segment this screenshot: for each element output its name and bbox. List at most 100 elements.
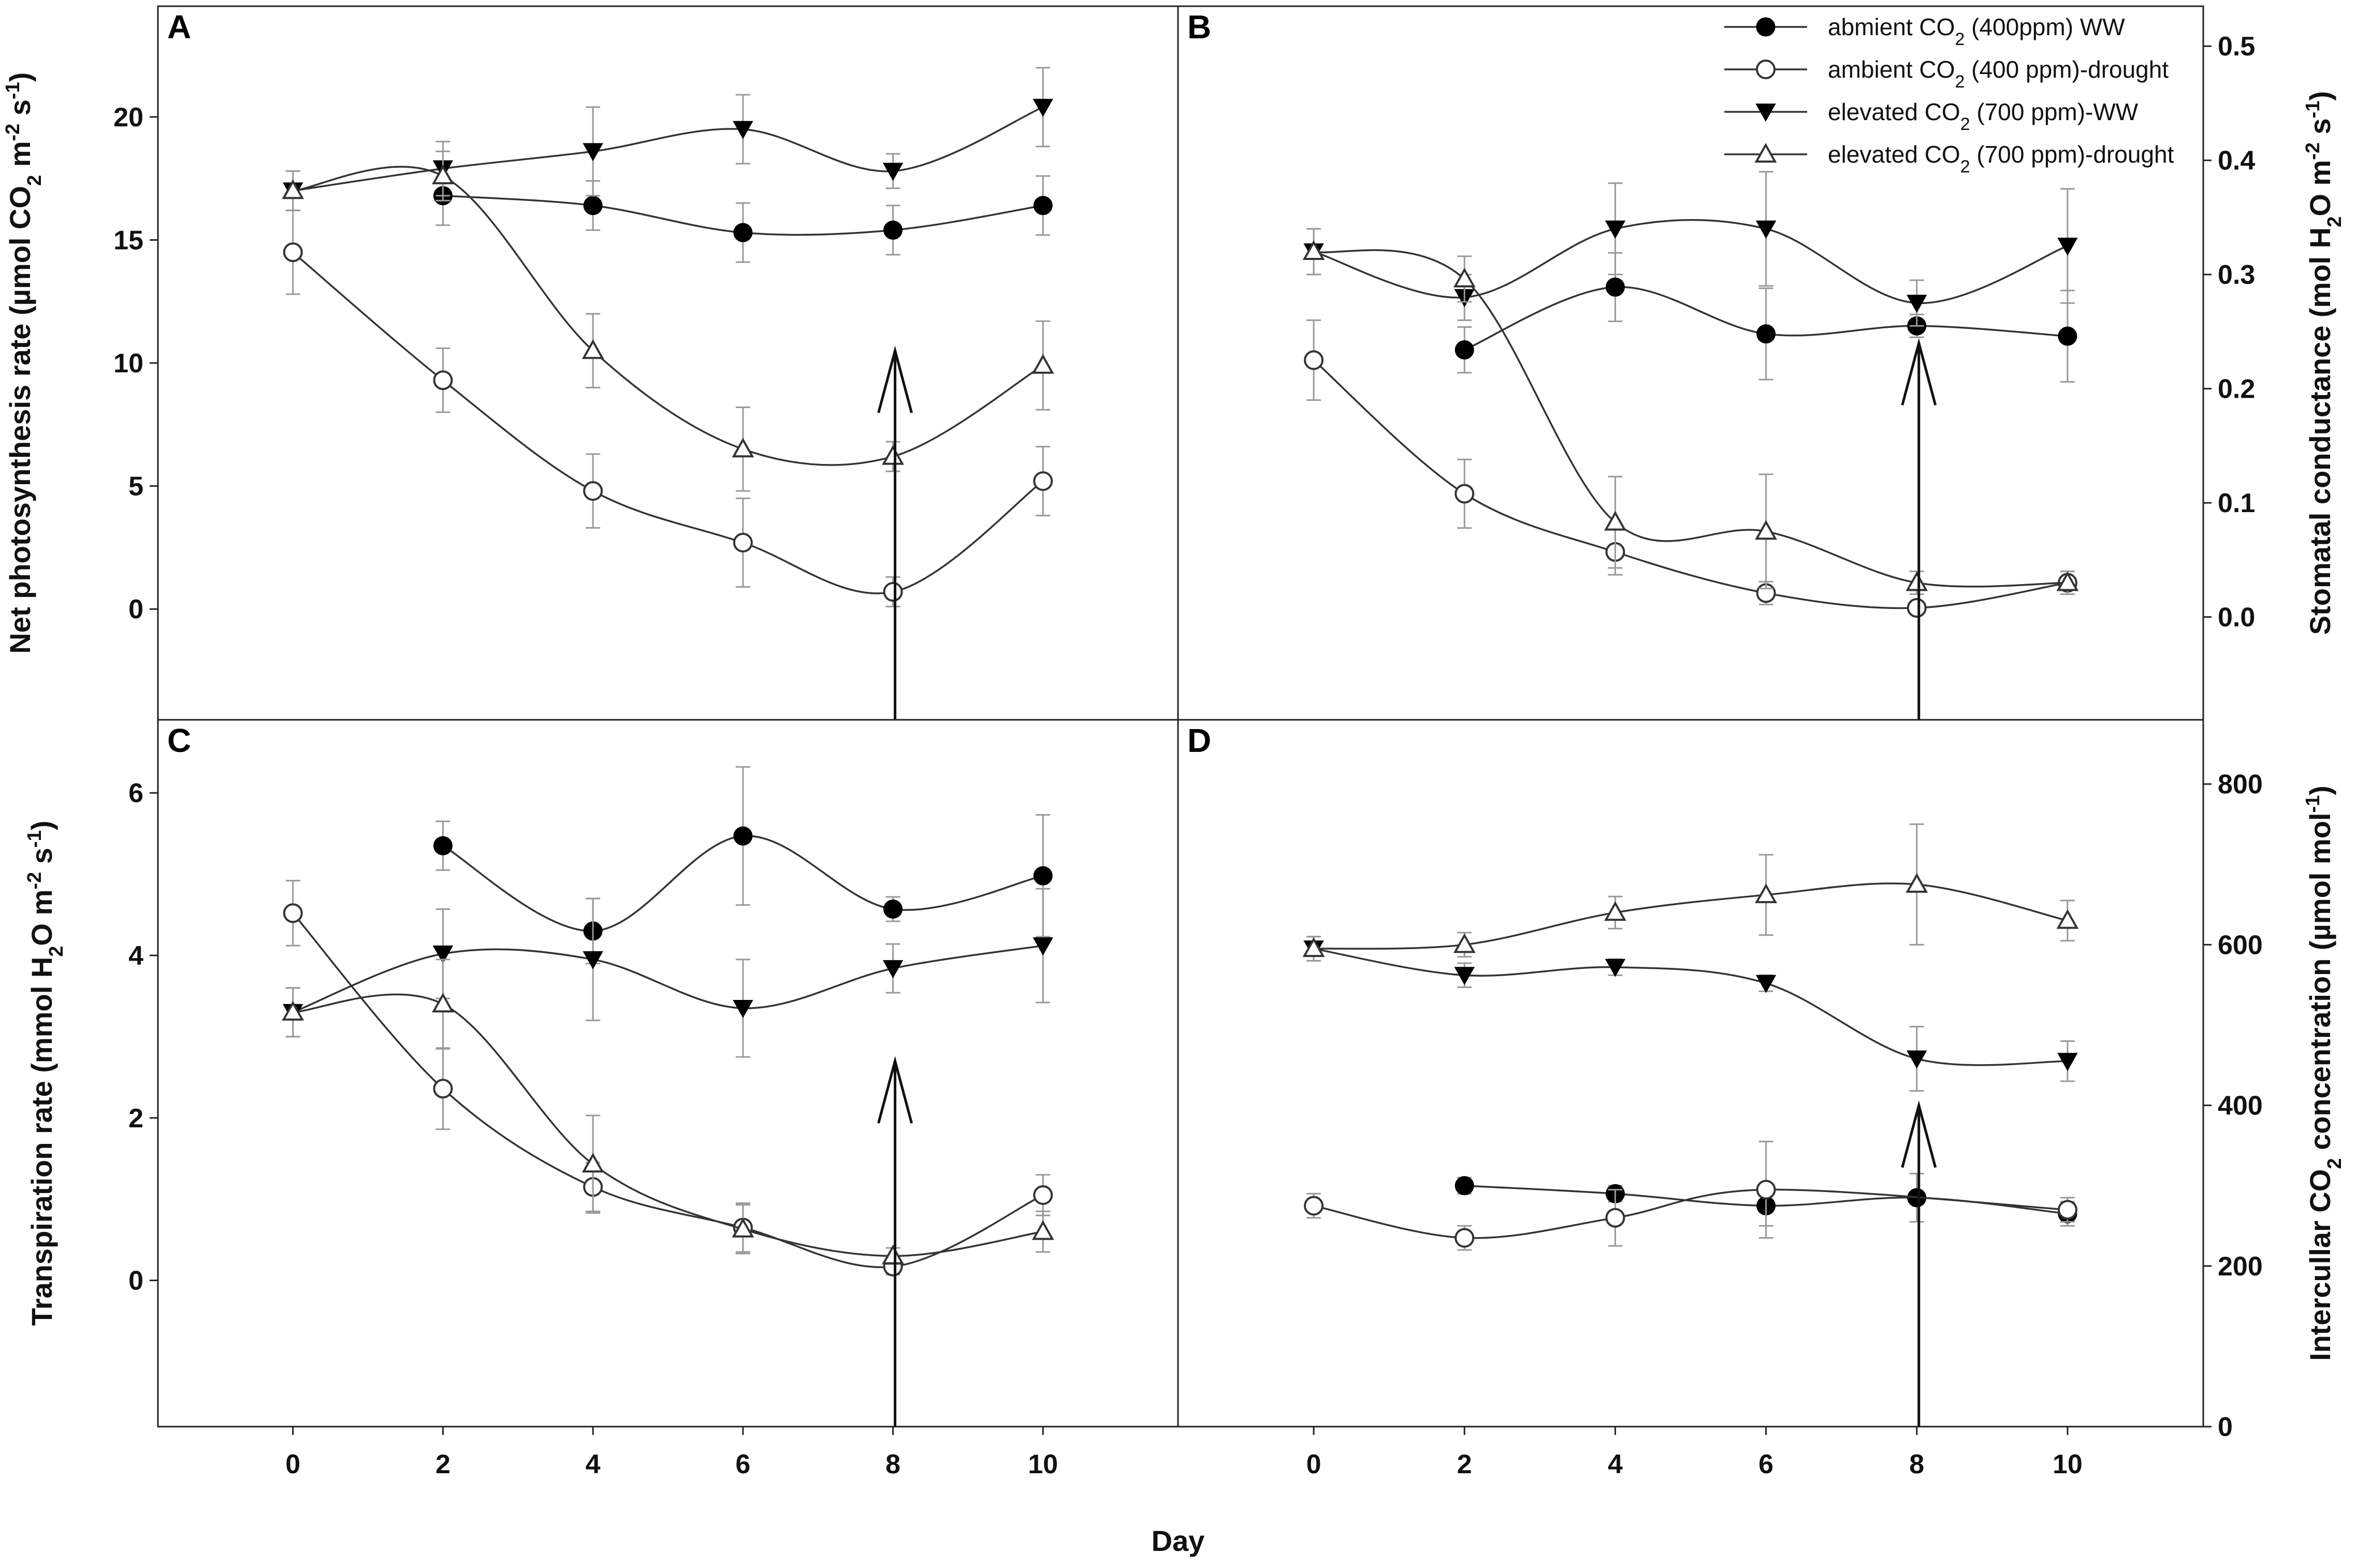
y-tick-label: 0.1: [2218, 488, 2255, 518]
data-point: [733, 826, 753, 846]
data-point: [1033, 1185, 1053, 1205]
legend-marker: [1756, 17, 1776, 37]
data-point: [733, 532, 753, 553]
y-tick-label: 6: [128, 778, 143, 808]
series-open-triangle-up: [1302, 228, 2079, 595]
data-point: [733, 121, 753, 139]
y-tick-label: 20: [113, 103, 143, 133]
panel-a: A 0 5 10 15 20 Net photosynthesis rate (µmol C…: [2, 5, 1179, 721]
x-tick-label: 2: [1457, 1449, 1472, 1479]
series-line: [1313, 948, 2068, 1066]
legend-entry: ambient CO2 (400 ppm)-drought: [1724, 56, 2169, 92]
data-point: [1033, 471, 1053, 491]
series-line: [292, 912, 1044, 1268]
panel-label: B: [1187, 8, 1211, 46]
data-point: [433, 370, 453, 390]
series-open-triangle-up: [282, 150, 1054, 492]
series-filled-triangle-down: [283, 67, 1053, 211]
y-tick-label: 10: [113, 349, 143, 379]
data-point: [1906, 571, 1928, 591]
y-axis-title: Net photosynthesis rate (µmol CO2 m-2 s-…: [2, 72, 46, 654]
data-point: [583, 481, 603, 501]
y-tick-label: 0: [128, 1266, 143, 1296]
y-tick-label: 800: [2218, 770, 2263, 800]
data-point: [283, 242, 303, 263]
y-axis-title: Transpiration rate (mmol H2O m-2 s-1): [24, 821, 67, 1326]
panel-label: C: [167, 722, 191, 759]
series-line: [1313, 219, 2068, 304]
x-tick-label: 4: [1608, 1449, 1623, 1479]
y-axis-title: Intercullar CO2 concentration (µmol mol-…: [2302, 786, 2346, 1361]
data-point: [733, 999, 753, 1019]
y-tick-label: 200: [2218, 1252, 2263, 1282]
panel-b: B 0.0 0.1 0.2 0.3 0.4 0.5 Stomatal conductance …: [1177, 5, 2346, 721]
y-tick-label: 0: [128, 594, 143, 625]
data-point: [1907, 598, 1927, 618]
data-point: [432, 164, 454, 184]
data-point: [583, 143, 603, 162]
arrow-marker: [877, 1056, 913, 1427]
panel-label: D: [1187, 722, 1211, 759]
data-point: [2057, 238, 2078, 256]
y-tick-label: 0: [2218, 1412, 2233, 1442]
series-line: [293, 945, 1043, 1013]
series-open-circle: [1304, 319, 2077, 618]
data-point: [432, 945, 454, 964]
series-filled-circle: [433, 165, 1053, 263]
data-point: [433, 836, 453, 855]
y-tick-label: 0.5: [2218, 32, 2255, 62]
data-point: [1755, 520, 1778, 540]
y-tick-label: 0.0: [2218, 603, 2255, 633]
data-point: [1032, 98, 1053, 117]
data-point: [1906, 873, 1928, 893]
data-point: [1605, 1208, 1625, 1228]
series-open-triangle-up: [1302, 823, 2079, 962]
data-point: [432, 993, 454, 1013]
series-filled-triangle-down: [1303, 936, 2078, 1092]
series-open-circle: [1304, 1140, 2077, 1251]
y-tick-label: 4: [128, 941, 143, 971]
x-tick-label: 6: [1758, 1449, 1773, 1479]
data-point: [1453, 933, 1476, 953]
data-point: [1455, 1228, 1475, 1248]
legend-label: elevated CO2 (700 ppm)-WW: [1828, 98, 2139, 134]
data-point: [282, 179, 304, 199]
data-point: [1302, 937, 1325, 957]
series-filled-circle: [433, 766, 1053, 965]
legend-label: elevated CO2 (700 ppm)-drought: [1828, 141, 2174, 177]
data-point: [2056, 909, 2079, 929]
data-point: [733, 223, 753, 242]
data-point: [1033, 196, 1053, 215]
data-point: [882, 1244, 904, 1265]
x-tick-label: 8: [1909, 1449, 1924, 1479]
panel-label: A: [167, 8, 191, 46]
data-point: [1755, 883, 1778, 904]
data-point: [1031, 1220, 1054, 1240]
x-axis-title: Day: [1152, 1525, 1205, 1557]
y-tick-label: 15: [113, 225, 143, 255]
data-point: [1454, 967, 1475, 985]
data-point: [1302, 240, 1325, 260]
series-line: [293, 166, 1044, 466]
data-point: [2058, 326, 2077, 346]
x-tick-label: 8: [885, 1449, 900, 1479]
plot-frame: [157, 5, 1179, 721]
series-open-circle: [283, 209, 1053, 607]
data-point: [1304, 350, 1324, 370]
legend-marker: [1756, 60, 1776, 79]
data-point: [1455, 1176, 1474, 1196]
legend-label: ambient CO2 (400 ppm)-drought: [1828, 56, 2169, 92]
series-line: [1313, 1188, 2068, 1239]
x-tick-label: 2: [435, 1449, 450, 1479]
y-tick-label: 2: [128, 1104, 143, 1134]
x-tick-label: 10: [2053, 1449, 2083, 1479]
data-point: [883, 899, 903, 919]
panel-c: C 0 2 4 6 0 2 4 6 8 10 Transpiration rate (mmol H2O…: [24, 719, 1179, 1479]
panel-d: D 0 200 400 600 800 0 2 4 6 8 10 Intercullar CO2 con…: [1177, 719, 2346, 1479]
plot-frame: [157, 719, 1179, 1428]
data-point: [1907, 1050, 1927, 1069]
data-point: [1033, 866, 1053, 885]
y-axis-title: Stomatal conductance (mol H2O m-2 s-1): [2302, 91, 2346, 635]
x-tick-label: 6: [735, 1449, 750, 1479]
